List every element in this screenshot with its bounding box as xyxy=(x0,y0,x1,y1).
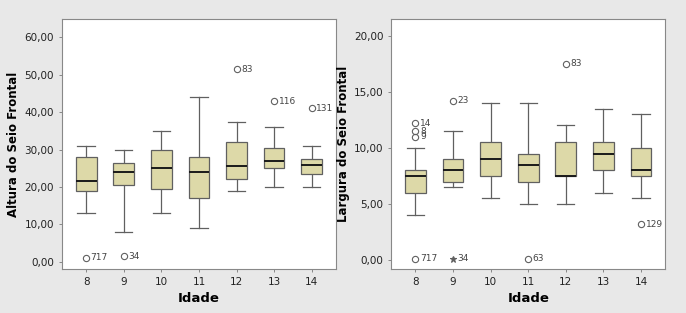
Bar xyxy=(630,148,651,176)
Y-axis label: Altura do Seio Frontal: Altura do Seio Frontal xyxy=(8,71,21,217)
Bar xyxy=(113,163,134,185)
X-axis label: Idade: Idade xyxy=(178,292,220,305)
Text: 717: 717 xyxy=(420,254,437,263)
Bar xyxy=(301,159,322,174)
Bar xyxy=(593,142,614,170)
Bar xyxy=(76,157,97,191)
Text: 8: 8 xyxy=(420,126,426,136)
Bar xyxy=(189,157,209,198)
Text: 34: 34 xyxy=(458,254,469,263)
Text: 131: 131 xyxy=(316,104,333,113)
Bar xyxy=(518,153,539,182)
Text: 129: 129 xyxy=(646,220,663,229)
Bar xyxy=(556,142,576,176)
Text: 717: 717 xyxy=(91,254,108,263)
Bar xyxy=(405,170,426,193)
Y-axis label: Largura do Seio Frontal: Largura do Seio Frontal xyxy=(337,66,350,222)
Text: 23: 23 xyxy=(458,96,469,105)
Bar xyxy=(226,142,247,179)
Bar xyxy=(264,148,285,168)
Text: 83: 83 xyxy=(241,65,252,74)
Bar xyxy=(480,142,501,176)
Text: 34: 34 xyxy=(128,252,140,261)
Bar xyxy=(151,150,172,189)
Text: 116: 116 xyxy=(279,96,296,105)
Text: 9: 9 xyxy=(420,132,426,141)
Text: 14: 14 xyxy=(420,119,431,128)
X-axis label: Idade: Idade xyxy=(507,292,549,305)
Bar xyxy=(442,159,463,182)
Text: 83: 83 xyxy=(570,59,582,68)
Text: 63: 63 xyxy=(533,254,544,263)
